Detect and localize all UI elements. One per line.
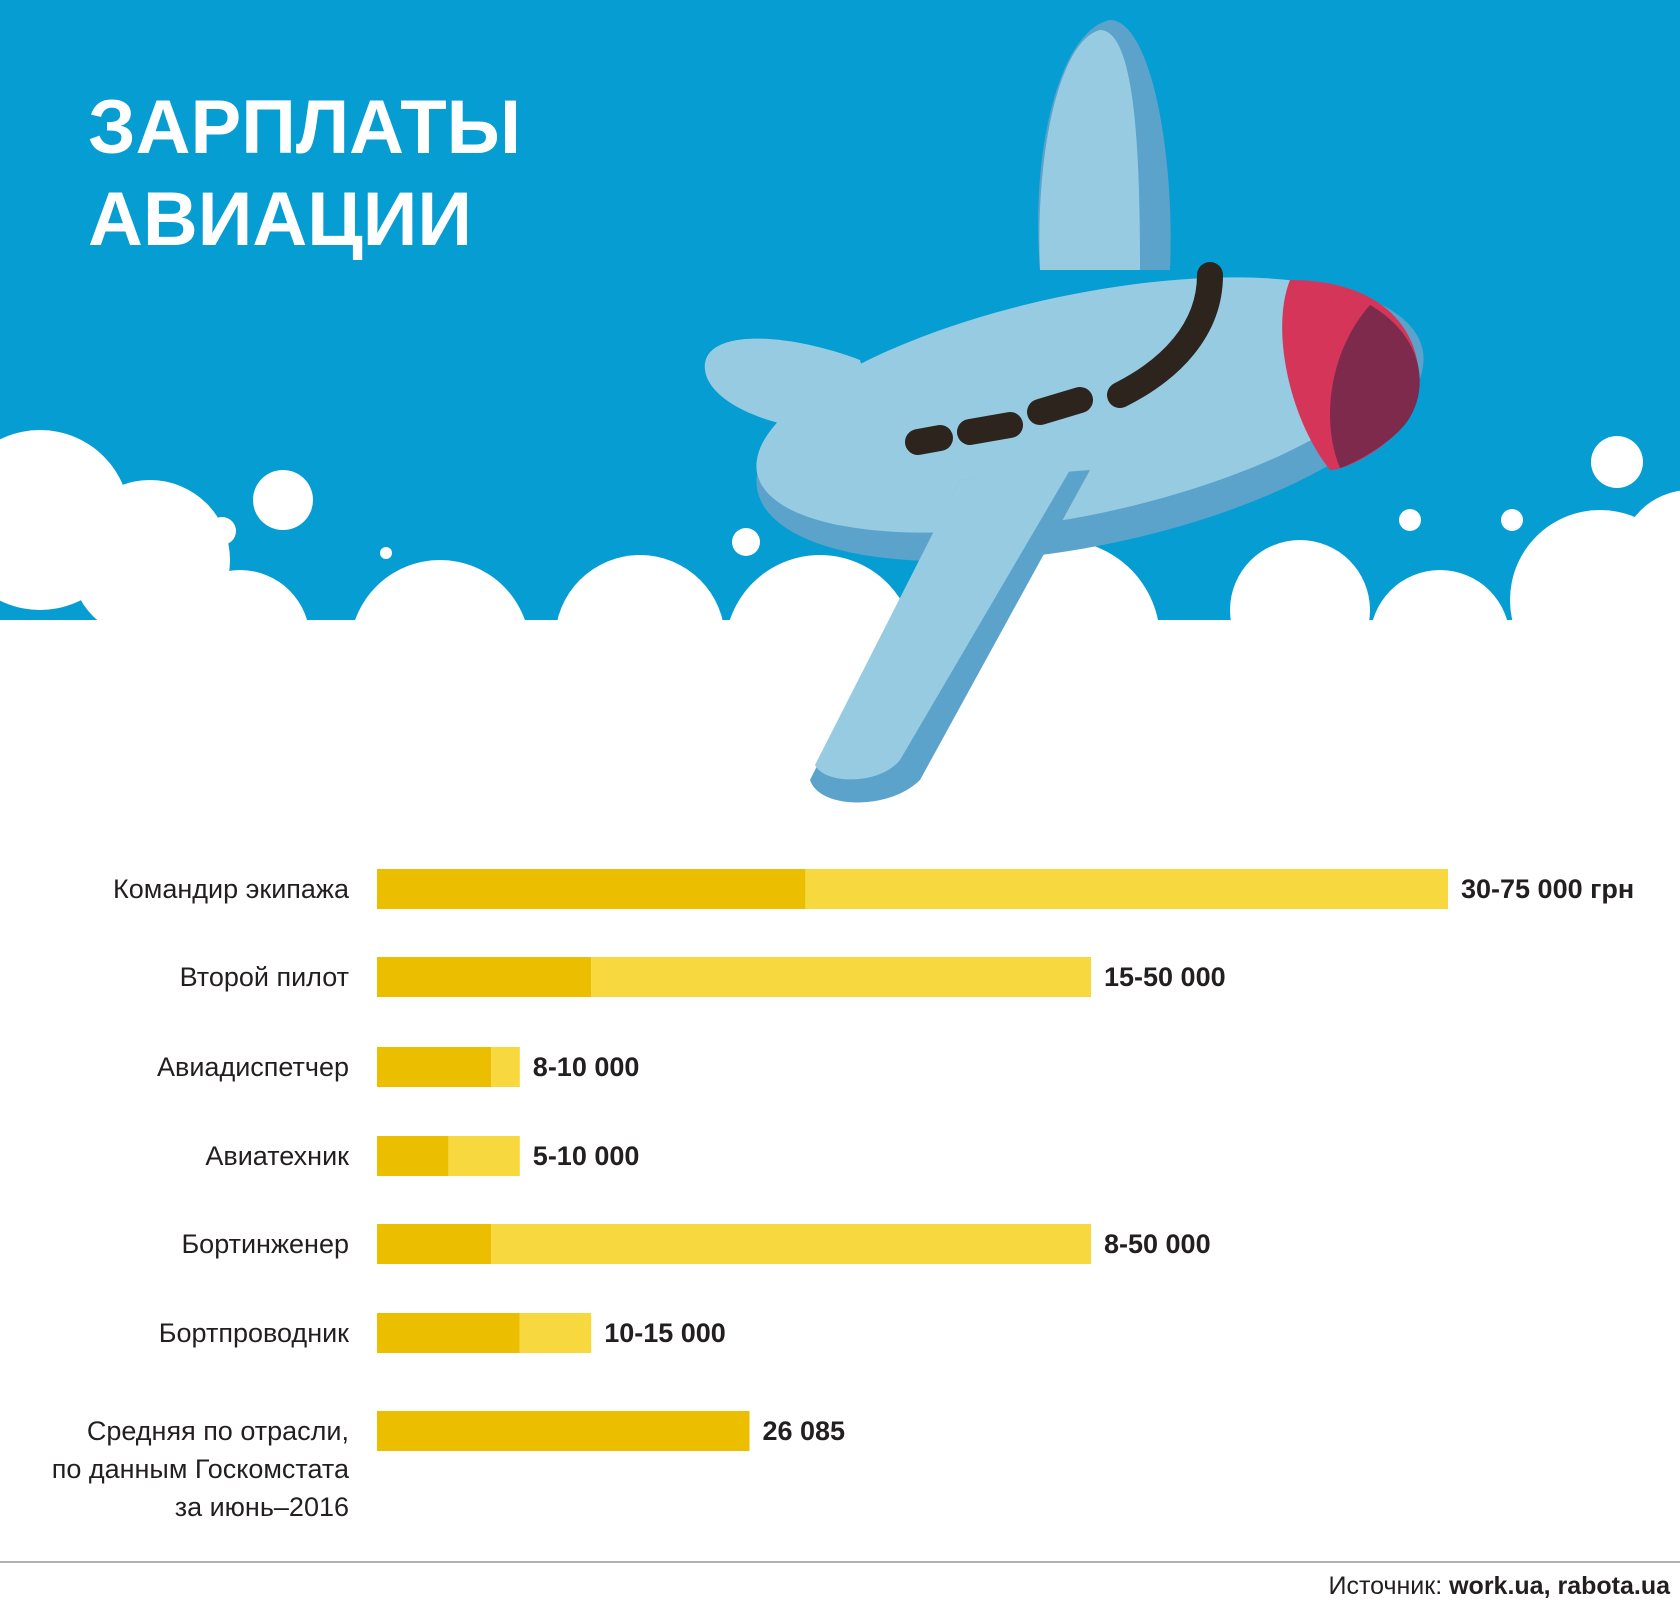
value-label: 30-75 000 грн (1461, 874, 1634, 904)
bar-low (377, 957, 592, 997)
bar-range (448, 1136, 520, 1176)
value-label: 10-15 000 (604, 1318, 726, 1348)
bar-range (805, 869, 1448, 909)
bar-low (377, 1411, 750, 1451)
bar-range (591, 957, 1091, 997)
bar-range (491, 1224, 1091, 1264)
value-label: 15-50 000 (1104, 962, 1226, 992)
bar-low (377, 869, 806, 909)
source-text: work.ua, rabota.ua (1449, 1572, 1670, 1600)
value-label: 8-10 000 (533, 1052, 640, 1082)
bar-low (377, 1047, 492, 1087)
airplane (704, 20, 1424, 803)
category-label: Командир экипажа (113, 874, 349, 904)
category-label: Бортинженер (181, 1229, 349, 1259)
value-label: 8-50 000 (1104, 1229, 1211, 1259)
source-label: Источник: (1328, 1572, 1443, 1600)
source: Источник: work.ua, rabota.ua (1328, 1572, 1670, 1601)
bar-range (491, 1047, 520, 1087)
category-label: Второй пилот (179, 962, 349, 992)
category-label: Авиадиспетчер (157, 1052, 349, 1082)
value-label: 5-10 000 (533, 1141, 640, 1171)
title: ЗАРПЛАТЫ АВИАЦИИ (88, 85, 522, 262)
bar-low (377, 1224, 492, 1264)
bar-range (519, 1313, 592, 1353)
category-label: Средняя по отрасли, по данным Госкомстат… (51, 1416, 349, 1522)
category-label: Бортпроводник (158, 1318, 349, 1348)
bar-low (377, 1136, 449, 1176)
category-label: Авиатехник (205, 1141, 349, 1171)
bar-low (377, 1313, 520, 1353)
value-label: 26 085 (762, 1416, 845, 1446)
